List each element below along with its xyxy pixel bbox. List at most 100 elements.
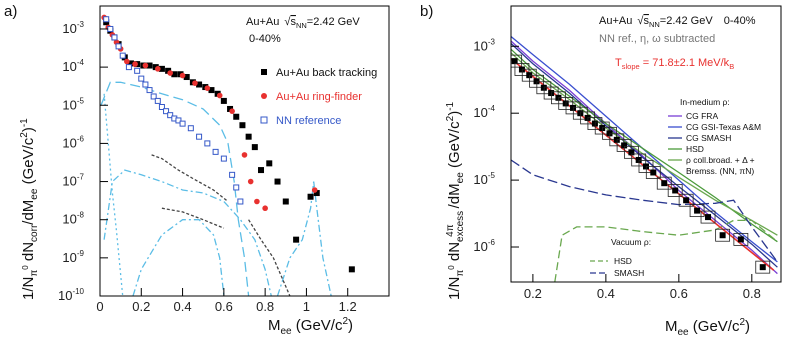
panel-b-series0-point-16 xyxy=(628,149,635,156)
panel-a-series0-point-21 xyxy=(227,105,234,112)
panel-b-series0-point-21-syst-box xyxy=(667,184,683,197)
panel-b-curve-6 xyxy=(511,159,778,263)
panel-b-curve-4 xyxy=(511,52,778,236)
panel-a-curve-3 xyxy=(103,93,124,296)
panel-a-x-axis-label: Mee (GeV/c2) xyxy=(268,316,353,337)
panel-a-curve-7 xyxy=(248,219,291,296)
panel-a-x-tick-label: 1.2 xyxy=(339,299,357,314)
panel-a-series2-point-24 xyxy=(233,184,240,191)
panel-b-series0-point-15 xyxy=(621,142,628,149)
panel-a-series2-point-6 xyxy=(134,67,141,74)
panel-a-series0-point-18 xyxy=(208,87,215,94)
panel-a-x-tick-label: 0 xyxy=(96,299,103,314)
panel-a-data-series xyxy=(101,14,355,273)
panel-b-label: b) xyxy=(420,3,433,20)
panel-a-x-tick-label: 0.6 xyxy=(215,299,233,314)
panel-a-series2-point-9 xyxy=(146,87,153,94)
panel-a-series1-point-19 xyxy=(311,187,318,193)
panel-a-series0-point-32 xyxy=(313,190,320,197)
panel-b-energy-annotation: Au+Au √sNN=2.42 GeV 0-40% xyxy=(599,15,756,29)
panel-b-series0-point-24 xyxy=(705,214,712,221)
panel-b-data-series xyxy=(511,54,771,274)
panel-a-series2-point-11 xyxy=(154,97,161,104)
panel-a-series1-point-5 xyxy=(124,58,130,65)
panel-b-frame xyxy=(510,5,782,283)
panel-a-series0-point-12 xyxy=(171,71,178,78)
panel-a-series0-point-29 xyxy=(282,198,289,205)
panel-b: b) 0.2 0.4 0.6 0.8 10-6 10-5 10-4 10-3 Au+Au √… xyxy=(420,3,782,338)
panel-b-series0-point-27-syst-box xyxy=(755,260,771,274)
panel-a-label: a) xyxy=(4,3,17,20)
panel-b-slope-annotation: Tslope = 71.8±2.1 MeV/kB xyxy=(615,57,734,71)
panel-a-y-tick-label: 10-10 xyxy=(58,287,85,303)
panel-b-x-tick-label: 0.6 xyxy=(670,286,688,301)
panel-a-series1-point-14 xyxy=(229,108,235,114)
panel-a-y-tick-label: 10-6 xyxy=(62,134,84,150)
panel-a-x-tick-label: 0.4 xyxy=(174,299,192,314)
panel-a-series2-point-2 xyxy=(111,34,118,41)
panel-a-series1-point-9 xyxy=(167,70,173,76)
legend-marker-nn-reference xyxy=(260,116,268,124)
panel-b-subtraction-note: NN ref., η, ω subtracted xyxy=(599,33,715,45)
panel-a-frame xyxy=(99,5,390,297)
panel-b-curve-5 xyxy=(554,219,778,282)
panel-b-inmedium-legend: In-medium ρ: CG FRA CG GSI-Texas A&M CG … xyxy=(668,97,761,176)
panel-a-series2-point-1 xyxy=(107,25,114,32)
panel-a-series0-point-24 xyxy=(245,133,252,140)
panel-a-series0-point-14 xyxy=(183,74,190,81)
panel-b-x-axis: 0.2 0.4 0.6 0.8 xyxy=(524,274,761,301)
panel-a-y-tick-label: 10-4 xyxy=(62,58,84,74)
panel-b-series0-point-19-syst-box xyxy=(645,166,661,179)
panel-a-series0-point-26 xyxy=(258,167,265,174)
panel-a-series0-point-11 xyxy=(165,67,172,74)
legend-inmedium-title: In-medium ρ: xyxy=(680,97,730,107)
panel-a-y-tick-label: 10-7 xyxy=(62,173,84,189)
panel-a-series0-point-23 xyxy=(239,122,246,129)
panel-a-series1-point-10 xyxy=(179,72,186,79)
panel-b-series0-point-24-syst-box xyxy=(700,210,716,224)
panel-b-series0-point-27 xyxy=(759,264,766,271)
legend-item-cg-smash: CG SMASH xyxy=(686,133,731,143)
panel-a-x-axis: 0 0.2 0.4 0.6 0.8 1 1.2 xyxy=(96,288,357,314)
legend-marker-back-tracking xyxy=(261,69,267,75)
panel-b-y-axis-label: 1/Nπ0 dNexcess4π/dMee (GeV/c2)-1 xyxy=(445,101,466,300)
panel-a-series0-point-5 xyxy=(127,60,134,67)
panel-b-series0-point-20-syst-box xyxy=(656,176,672,190)
panel-a-series0-point-25 xyxy=(251,144,258,151)
panel-a-series2-point-21 xyxy=(212,148,219,155)
panel-b-y-axis: 10-6 10-5 10-4 10-3 xyxy=(473,37,519,254)
panel-a-y-tick-label: 10-5 xyxy=(62,96,84,112)
panel-a-curve-2 xyxy=(132,219,225,296)
panel-a-series1-point-17 xyxy=(254,198,260,205)
panel-a-series2-point-5 xyxy=(125,64,132,71)
panel-b-series0-point-26 xyxy=(737,236,744,243)
panel-a-series2-point-25 xyxy=(237,198,244,205)
panel-a-x-tick-label: 0.2 xyxy=(132,299,150,314)
panel-b-series0-point-23 xyxy=(694,207,701,214)
panel-a-x-tick-label: 0.8 xyxy=(256,299,274,314)
panel-b-curve-3 xyxy=(511,48,778,243)
panel-b-series0-point-17 xyxy=(635,156,642,163)
panel-a-curve-6 xyxy=(161,207,225,229)
legend-item-nn-reference: NN reference xyxy=(276,115,341,127)
panel-b-series0-point-13 xyxy=(606,130,613,137)
panel-b-curve-2 xyxy=(511,43,778,268)
panel-b-x-tick-label: 0.4 xyxy=(597,286,615,301)
panel-a-series1-point-18 xyxy=(262,205,268,212)
panel-a-centrality: 0-40% xyxy=(249,33,281,45)
panel-b-x-tick-label: 0.2 xyxy=(524,286,542,301)
panel-a-series0-point-10 xyxy=(158,65,165,72)
panel-a-series1-point-6 xyxy=(132,61,138,67)
panel-a-series1-point-12 xyxy=(204,85,211,92)
panel-a-series0-point-16 xyxy=(196,81,203,88)
legend-item-ring-finder: Au+Au ring-finder xyxy=(276,91,362,103)
legend-item-bremss: Bremss. (NN, πN) xyxy=(686,166,754,176)
panel-b-series0-point-23-syst-box xyxy=(689,204,705,218)
panel-a-series2-point-10 xyxy=(150,93,157,100)
legend-vacuum-title: Vacuum ρ: xyxy=(611,237,651,247)
panel-a-legend: Au+Au back tracking Au+Au ring-finder NN… xyxy=(260,67,377,127)
panel-a-series1-point-13 xyxy=(216,92,223,99)
panel-a-curve-5 xyxy=(151,154,229,203)
panel-a-series0-point-30 xyxy=(293,236,300,243)
